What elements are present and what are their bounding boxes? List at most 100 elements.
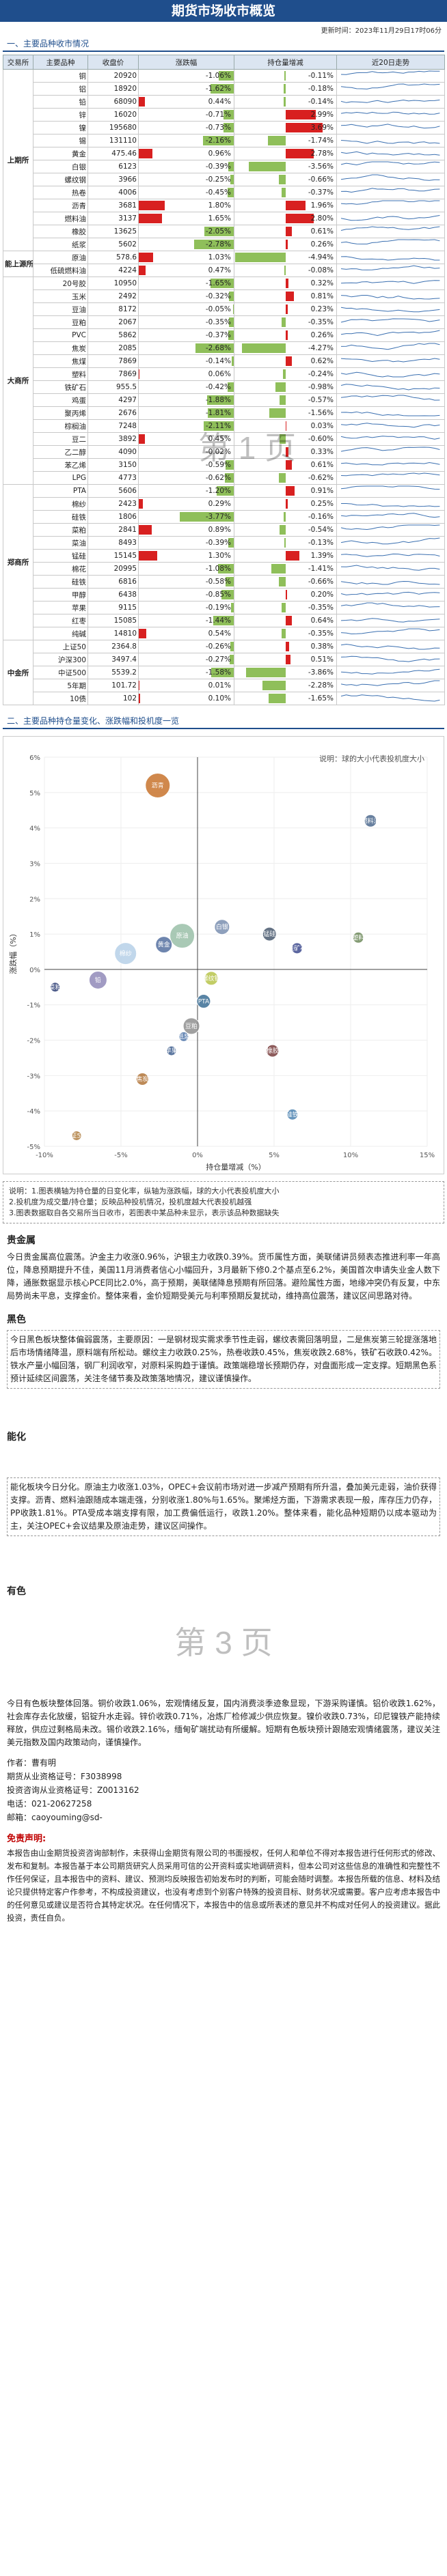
sparkline-cell [336, 471, 445, 485]
oi-bar [284, 97, 286, 107]
close-price: 4090 [87, 445, 139, 459]
change-text: -0.39% [205, 162, 231, 171]
change-bar [139, 525, 152, 535]
close-price: 3681 [87, 199, 139, 212]
sparkline [340, 83, 440, 89]
sparkline-path [340, 618, 440, 623]
close-price: 2364.8 [87, 640, 139, 653]
oi-bar [285, 214, 314, 223]
oi-cell: -1.65% [234, 692, 337, 705]
exchange-cell: 中金所 [3, 640, 33, 705]
sparkline [340, 200, 440, 205]
product-name: 白银 [33, 160, 88, 173]
change-text: -0.02% [205, 448, 231, 456]
oi-bar [285, 655, 291, 664]
oi-text: 0.33% [310, 448, 334, 456]
oi-bar [285, 642, 290, 651]
sparkline [340, 436, 440, 440]
product-name: 沪深300 [33, 653, 88, 666]
sparkline-cell [336, 666, 445, 679]
product-name: 锌 [33, 108, 88, 122]
sparkline [340, 591, 440, 595]
sparkline-cell [336, 653, 445, 666]
table-row: PVC 5862 -0.37% 0.26% [3, 328, 445, 342]
change-text: 1.80% [208, 201, 231, 210]
table-row: 纯碱 14810 0.54% -0.35% [3, 627, 445, 640]
oi-text: -1.41% [308, 565, 334, 573]
change-bar [206, 395, 234, 405]
change-bar [228, 538, 234, 548]
close-price: 195680 [87, 121, 139, 135]
change-text: 1.65% [208, 214, 231, 223]
change-bar [229, 292, 234, 301]
sparkline-cell [336, 588, 445, 601]
product-name: 纯碱 [33, 627, 88, 640]
section-heading: 黑色 [7, 1314, 26, 1325]
change-cell: -2.05% [138, 225, 234, 238]
col-header: 交易所 [3, 55, 33, 70]
change-bar [139, 266, 146, 275]
y-tick-label: 3% [29, 860, 40, 868]
close-price: 18920 [87, 82, 139, 96]
change-bar [213, 616, 234, 625]
author-line: 投资咨询从业资格证号：Z0013162 [7, 1783, 440, 1797]
table-row: 黄金 475.46 0.96% 2.78% [3, 147, 445, 160]
sparkline-path [340, 70, 440, 75]
sparkline-cell [336, 549, 445, 563]
oi-text: -0.24% [308, 370, 334, 378]
change-text: -0.26% [205, 642, 231, 651]
email-address[interactable]: caoyouming@sd- [31, 1813, 103, 1822]
product-name: 棉花 [33, 562, 88, 576]
product-name: 焦煤 [33, 354, 88, 368]
bubble [204, 971, 219, 986]
x-tick-label: -5% [114, 1152, 127, 1159]
oi-bar [285, 149, 314, 158]
change-bar [225, 577, 234, 586]
oi-bar [282, 188, 286, 197]
change-text: -2.78% [205, 240, 231, 249]
sparkline [340, 188, 440, 193]
change-bar [230, 175, 234, 184]
change-text: 0.96% [208, 150, 231, 158]
close-price: 4773 [87, 471, 139, 485]
change-cell: -0.42% [138, 380, 234, 394]
close-price: 131110 [87, 134, 139, 147]
product-name: 铁矿石 [33, 380, 88, 394]
bubble [50, 982, 61, 993]
product-name: 纸浆 [33, 238, 88, 251]
change-text: -0.71% [205, 111, 231, 119]
close-price: 3966 [87, 173, 139, 186]
change-cell: 0.29% [138, 497, 234, 511]
oi-cell: -1.56% [234, 406, 337, 420]
bubble [182, 1017, 200, 1035]
product-name: 豆粕 [33, 315, 88, 329]
product-name: LPG [33, 471, 88, 485]
oi-bar [285, 201, 306, 210]
change-text: 0.45% [208, 435, 231, 443]
change-text: 0.47% [208, 266, 231, 274]
oi-text: 0.26% [310, 331, 334, 339]
oi-text: 0.51% [310, 655, 334, 664]
sparkline-path [340, 580, 440, 585]
exchange-cell: 郑商所 [3, 484, 33, 640]
exchange-cell: 能上源所 [3, 251, 33, 277]
close-price: 68090 [87, 95, 139, 109]
oi-bar [285, 240, 288, 249]
change-bar [228, 382, 234, 392]
change-text: -0.35% [205, 318, 231, 326]
sparkline-cell [336, 315, 445, 329]
oi-text: -0.57% [308, 396, 334, 404]
change-text: -1.08% [205, 565, 231, 573]
oi-cell: 0.61% [234, 458, 337, 472]
close-price: 2492 [87, 289, 139, 303]
oi-text: 3.69% [310, 124, 334, 132]
commentary-nonferrous: 有色 第 3 页 今日有色板块整体回落。铜价收跌1.06%，宏观情绪反复，国内消… [0, 1584, 447, 1749]
oi-bar [282, 603, 286, 612]
change-bar [211, 84, 234, 94]
x-tick-label: 5% [269, 1152, 280, 1159]
change-cell: -1.58% [138, 666, 234, 679]
close-price: 7248 [87, 419, 139, 433]
sparkline-path [340, 694, 440, 702]
change-text: -0.62% [205, 474, 231, 482]
section-body: 今日有色板块整体回落。铜价收跌1.06%，宏观情绪反复，国内消费淡季迹象显现，下… [7, 1699, 440, 1747]
